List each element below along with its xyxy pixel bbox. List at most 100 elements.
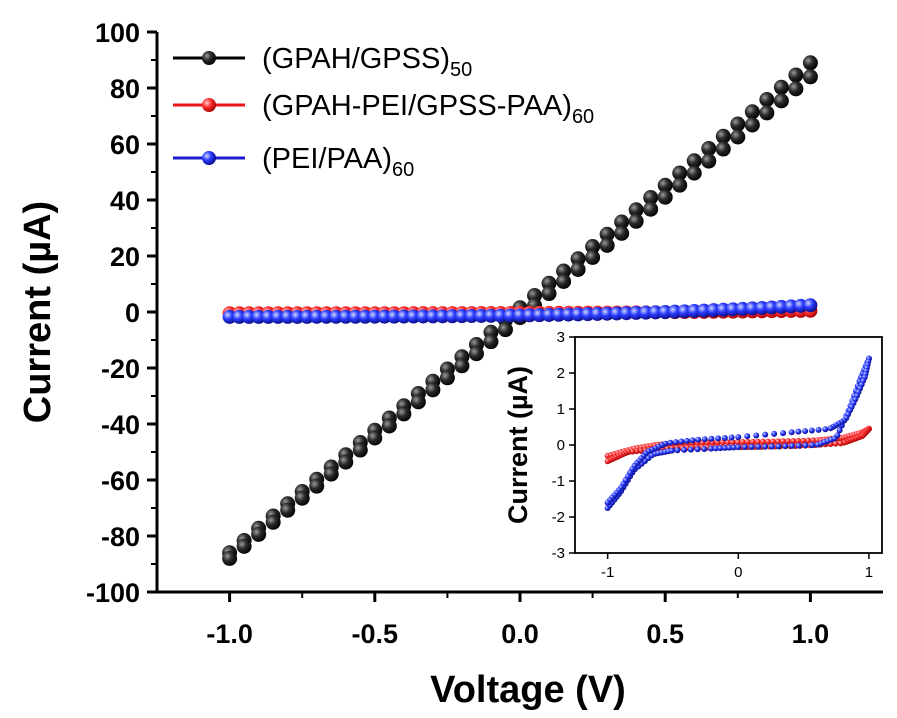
pei-paa-point — [493, 308, 508, 323]
gpah-gpss-point-down — [323, 466, 339, 482]
inset-gpah-pei-point — [810, 437, 817, 444]
inset-gpah-pei-point — [785, 438, 792, 445]
gpah-gpss-point-up — [628, 202, 644, 218]
pei-paa-point — [474, 308, 489, 323]
inset-gpah-pei-point — [770, 438, 777, 445]
pei-paa-point — [464, 309, 479, 324]
pei-paa-point — [222, 309, 237, 324]
inset-pei-paa-point — [742, 444, 749, 451]
inset-pei-paa-point — [775, 443, 782, 450]
gpah-gpss-point-down — [410, 394, 426, 410]
pei-paa-point — [513, 308, 527, 323]
legend-name-gpah-pei: (GPAH-PEI/GPSS-PAA) — [262, 90, 572, 122]
inset-pei-paa-point — [672, 439, 679, 446]
inset-pei-paa-point — [668, 447, 675, 454]
pei-paa-point — [542, 307, 557, 322]
pei-paa-point — [551, 307, 566, 322]
legend-name-gpah-gpss: (GPAH/GPSS) — [262, 43, 450, 75]
gpah-gpss-point-up — [686, 153, 702, 169]
legend-marker-gpah-gpss — [202, 51, 216, 65]
inset-pei-paa-point — [768, 443, 775, 450]
inset-pei-paa-point — [687, 446, 694, 453]
inset-gpah-pei-point — [759, 438, 766, 445]
pei-paa-point — [232, 309, 247, 324]
pei-paa-point — [358, 309, 373, 324]
pei-paa-point — [387, 309, 402, 324]
inset-y-tick-label: 3 — [557, 329, 565, 346]
pei-paa-point — [280, 309, 295, 324]
inset-pei-paa-point — [715, 435, 722, 442]
gpah-gpss-point-down — [381, 418, 397, 434]
gpah-gpss-point-down — [744, 117, 760, 133]
gpah-gpss-point-down — [701, 153, 717, 169]
inset-y-tick-label: -3 — [552, 545, 565, 562]
inset-gpah-pei-point — [790, 437, 797, 444]
pei-paa-point — [251, 309, 266, 324]
legend-sub-gpah-pei: 60 — [572, 106, 594, 128]
gpah-gpss-point-up — [802, 55, 818, 71]
gpah-gpss-point-down — [309, 478, 325, 494]
inset-gpah-pei-point — [832, 440, 839, 447]
inset-gpah-pei-point — [734, 439, 741, 446]
pei-paa-point — [532, 308, 547, 323]
gpah-gpss-point-down — [657, 189, 673, 205]
inset-pei-paa-point — [701, 436, 708, 443]
inset-ticks: -1 0 1 3 2 1 0 -1 -2 -3 — [552, 329, 873, 581]
inset-pei-paa-point — [780, 430, 787, 437]
inset-pei-paa-point — [782, 443, 789, 450]
inset-pei-paa-point — [674, 447, 681, 454]
pei-paa-point — [445, 309, 460, 324]
inset-pei-paa-point — [728, 434, 735, 441]
gpah-gpss-point-down — [715, 141, 731, 157]
inset-gpah-pei-point — [744, 438, 751, 445]
inset-pei-paa-point — [748, 443, 755, 450]
main-y-tick-label: -20 — [101, 354, 140, 384]
inset-pei-paa-point — [708, 445, 715, 452]
gpah-gpss-point-down — [367, 430, 383, 446]
inset-pei-paa-point — [717, 445, 724, 452]
inset-gpah-pei-point — [837, 440, 844, 447]
gpah-gpss-point-down — [294, 490, 310, 506]
pei-paa-point — [271, 309, 285, 324]
inset-gpah-pei-point — [739, 439, 746, 446]
inset-pei-paa-point — [802, 442, 809, 449]
gpah-gpss-point-up — [672, 165, 688, 181]
inset-pei-paa-point — [762, 431, 769, 438]
inset-pei-paa-point — [771, 430, 778, 437]
main-x-tick-label: -1.0 — [206, 619, 253, 649]
inset-pei-paa-point — [683, 437, 690, 444]
inset-pei-paa-point — [730, 444, 737, 451]
pei-paa-point — [377, 309, 392, 324]
inset-pei-paa-point — [721, 434, 728, 441]
pei-paa-point — [406, 309, 421, 324]
inset-y-axis-title: Current (µA) — [503, 366, 533, 524]
gpah-gpss-point-up — [657, 177, 673, 193]
main-x-axis-title: Voltage (V) — [430, 669, 626, 711]
pei-paa-point — [416, 309, 431, 324]
inset-pei-paa-point — [795, 442, 802, 449]
gpah-gpss-point-down — [439, 370, 455, 386]
inset-pei-paa-point — [694, 446, 701, 453]
gpah-gpss-point-up — [730, 116, 746, 132]
pei-paa-point — [338, 309, 353, 324]
gpah-gpss-point-down — [280, 502, 296, 518]
main-y-tick-label: 20 — [110, 242, 140, 272]
inset-pei-paa-point — [726, 444, 733, 451]
gpah-gpss-point-down — [251, 526, 267, 542]
gpah-gpss-point-down — [628, 213, 644, 229]
inset-pei-paa-point — [802, 428, 809, 435]
inset-gpah-pei-point — [724, 439, 731, 446]
legend-marker-gpah-pei — [202, 98, 216, 112]
inset-pei-paa-point — [678, 438, 685, 445]
inset-y-tick-label: -2 — [552, 509, 565, 526]
inset-pei-paa-point — [762, 443, 769, 450]
gpah-gpss-point-up — [715, 128, 731, 144]
inset-pei-paa-point — [755, 443, 762, 450]
legend-entry-gpah-pei: (GPAH-PEI/GPSS-PAA)60 — [173, 90, 594, 128]
pei-paa-point — [561, 307, 576, 322]
inset-gpah-pei-point — [805, 437, 812, 444]
inset-y-tick-label: 0 — [557, 437, 565, 454]
inset-gpah-pei-point — [729, 439, 736, 446]
gpah-gpss-point-down — [556, 273, 572, 289]
gpah-gpss-point-down — [222, 550, 238, 566]
